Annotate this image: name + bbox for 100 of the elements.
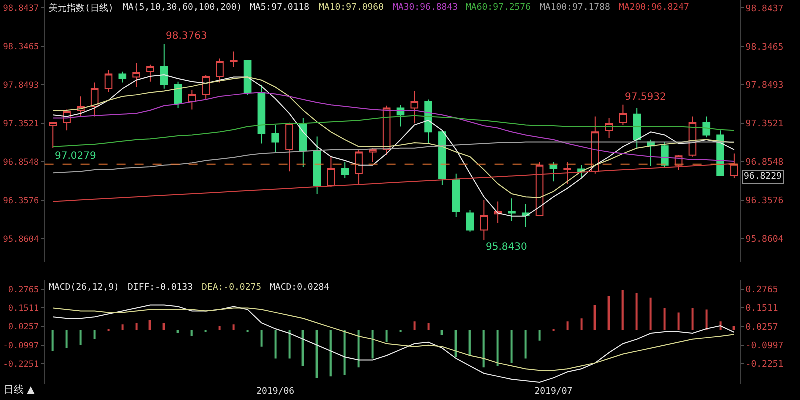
candlestick <box>132 62 140 88</box>
candlestick <box>438 130 446 186</box>
chart-subtitle: MA(5,10,30,60,100,200) <box>123 3 242 13</box>
y-tick-label: 96.3576 <box>746 196 784 207</box>
bar <box>566 322 569 331</box>
y-tick-label: 98.3465 <box>746 42 784 53</box>
line-series <box>52 92 735 162</box>
candlestick <box>327 156 336 188</box>
line-series <box>52 304 735 384</box>
y-tick-label: 96.8548 <box>746 158 784 168</box>
bar <box>706 310 708 331</box>
bar <box>122 324 124 331</box>
annotation: 97.0279 <box>55 151 96 162</box>
bar <box>232 324 235 331</box>
bar <box>622 290 624 331</box>
text: MA100:97.1788 <box>540 3 610 13</box>
bar <box>386 330 388 342</box>
candlestick <box>341 162 350 180</box>
bar <box>218 326 221 331</box>
bar <box>52 330 54 352</box>
bar <box>468 330 471 356</box>
bar <box>358 330 360 368</box>
candlestick <box>355 149 363 186</box>
text: MA60:97.2576 <box>466 3 532 13</box>
candlestick <box>522 204 530 228</box>
text: MA200:96.8247 <box>619 3 690 13</box>
text: MA30:96.8843 <box>393 3 458 13</box>
bar <box>80 330 82 346</box>
y-tick-label: -0.0997 <box>3 341 40 352</box>
candlestick <box>300 118 308 168</box>
bar <box>136 323 138 331</box>
candlestick <box>702 116 711 138</box>
bar <box>288 330 291 359</box>
series-label: DEA:-0.0275 <box>202 283 262 293</box>
annotation: 98.3763 <box>166 31 208 42</box>
chart-title: 美元指数(日线) <box>49 3 114 14</box>
bar <box>692 308 694 331</box>
series-label: DIFF:-0.0133 <box>128 283 194 293</box>
candlestick <box>202 74 210 100</box>
candlestick <box>480 200 488 241</box>
text: MA5:97.0118 <box>250 3 310 13</box>
annotation: 97.5932 <box>625 92 666 103</box>
text: MA10:97.0960 <box>319 3 384 13</box>
candlestick <box>118 71 127 84</box>
bar <box>664 308 666 331</box>
candlestick <box>410 90 419 124</box>
candlestick <box>661 142 669 168</box>
bar <box>580 318 583 331</box>
bar <box>414 322 416 331</box>
candlestick <box>286 123 294 172</box>
annotation: MACD:0.0284 <box>270 283 330 293</box>
candlestick <box>146 64 154 82</box>
x-tick-label: 2019/07 <box>534 387 573 397</box>
bar <box>176 330 179 334</box>
candlestick <box>550 162 558 182</box>
bar <box>496 330 499 366</box>
bar <box>650 298 652 331</box>
bar <box>538 330 541 341</box>
candlestick <box>396 104 405 128</box>
candlestick <box>272 124 280 153</box>
bar <box>524 330 527 359</box>
candlestick <box>369 148 377 163</box>
line-series <box>52 115 735 148</box>
bar <box>260 330 263 347</box>
candlestick <box>174 81 182 109</box>
y-tick-label: -0.2251 <box>3 360 40 370</box>
candlestick <box>216 58 224 84</box>
bar <box>330 330 332 377</box>
line-series <box>52 163 735 202</box>
y-tick-label: 97.3521 <box>746 120 784 130</box>
y-tick-label: 98.8437 <box>746 4 784 14</box>
candlestick <box>49 122 58 150</box>
candlestick <box>230 51 238 68</box>
candlestick <box>564 162 572 184</box>
candlestick <box>633 108 642 149</box>
y-tick-label: 0.0257 <box>8 322 40 333</box>
bar <box>608 296 610 331</box>
bar <box>372 330 374 359</box>
candlestick <box>424 99 432 144</box>
candlestick <box>188 90 196 110</box>
bar <box>482 330 485 368</box>
line-series <box>52 142 735 174</box>
bar <box>428 323 430 331</box>
x-axis-title: 日线 ▲ <box>4 384 36 396</box>
bar <box>678 312 680 331</box>
bar <box>94 330 96 340</box>
candlestick <box>452 173 460 218</box>
bar <box>66 330 68 348</box>
bar <box>190 330 193 336</box>
candlestick <box>730 153 738 180</box>
y-tick-label: 95.8604 <box>746 234 784 245</box>
candlestick <box>258 84 266 144</box>
annotation: 95.8430 <box>486 242 528 253</box>
y-tick-label: 0.1511 <box>8 304 40 314</box>
candlestick <box>508 198 516 222</box>
y-tick-label: 0.2765 <box>8 285 40 296</box>
bar <box>344 330 346 376</box>
candlestick <box>244 60 252 96</box>
candlestick <box>90 82 99 118</box>
candlestick <box>104 70 113 92</box>
